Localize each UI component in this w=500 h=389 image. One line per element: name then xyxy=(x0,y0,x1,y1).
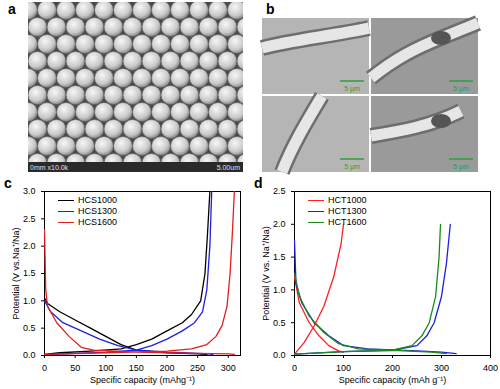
svg-text:2.5: 2.5 xyxy=(273,186,286,196)
svg-text:200: 200 xyxy=(159,363,174,373)
svg-text:0.5: 0.5 xyxy=(23,323,36,333)
html-text:HCT1000: HCT1000 xyxy=(328,195,367,205)
svg-text:150: 150 xyxy=(129,363,144,373)
svg-text:200: 200 xyxy=(385,363,400,373)
svg-text:250: 250 xyxy=(190,363,205,373)
svg-text:50: 50 xyxy=(70,363,80,373)
html-text:c: c xyxy=(4,175,12,191)
html-text:HCT1600: HCT1600 xyxy=(328,217,367,227)
svg-text:5 μm: 5 μm xyxy=(453,85,469,93)
html-text:HCS1000: HCS1000 xyxy=(78,195,117,205)
svg-text:5.00um: 5.00um xyxy=(217,164,241,171)
html-text:d: d xyxy=(254,175,263,191)
svg-text:1.0: 1.0 xyxy=(23,296,36,306)
svg-text:100: 100 xyxy=(336,363,351,373)
svg-text:b: b xyxy=(266,1,275,17)
html-text:HCT1300: HCT1300 xyxy=(328,206,367,216)
html-text:HCS1300: HCS1300 xyxy=(78,206,117,216)
svg-text:0: 0 xyxy=(292,363,297,373)
svg-text:Specific capacity (mAh g⁻¹): Specific capacity (mAh g⁻¹) xyxy=(339,375,447,385)
svg-text:5 μm: 5 μm xyxy=(344,85,360,93)
svg-text:1.5: 1.5 xyxy=(23,268,36,278)
svg-text:Specific capacity (mAhg⁻¹): Specific capacity (mAhg⁻¹) xyxy=(90,375,195,385)
svg-text:Potential (V vs. Na⁺/Na): Potential (V vs. Na⁺/Na) xyxy=(261,226,271,321)
svg-text:1.5: 1.5 xyxy=(273,252,286,262)
svg-text:400: 400 xyxy=(483,363,498,373)
svg-text:5 μm: 5 μm xyxy=(344,163,360,171)
svg-text:2.5: 2.5 xyxy=(23,214,36,224)
svg-text:0.5: 0.5 xyxy=(273,318,286,328)
svg-text:0.0: 0.0 xyxy=(273,350,286,360)
svg-text:0mm x10.0k: 0mm x10.0k xyxy=(30,164,69,171)
svg-text:3.0: 3.0 xyxy=(23,186,36,196)
svg-text:0: 0 xyxy=(42,363,47,373)
svg-text:300: 300 xyxy=(221,363,236,373)
svg-text:a: a xyxy=(8,1,16,17)
svg-text:1.0: 1.0 xyxy=(273,285,286,295)
svg-text:300: 300 xyxy=(434,363,449,373)
svg-text:100: 100 xyxy=(98,363,113,373)
svg-text:2.0: 2.0 xyxy=(23,241,36,251)
svg-text:5 μm: 5 μm xyxy=(453,163,469,171)
html-text:HCS1600: HCS1600 xyxy=(78,217,117,227)
svg-text:0.0: 0.0 xyxy=(23,350,36,360)
svg-text:Potential (V vs.Na⁺/Na): Potential (V vs.Na⁺/Na) xyxy=(11,227,21,319)
svg-text:2.0: 2.0 xyxy=(273,219,286,229)
